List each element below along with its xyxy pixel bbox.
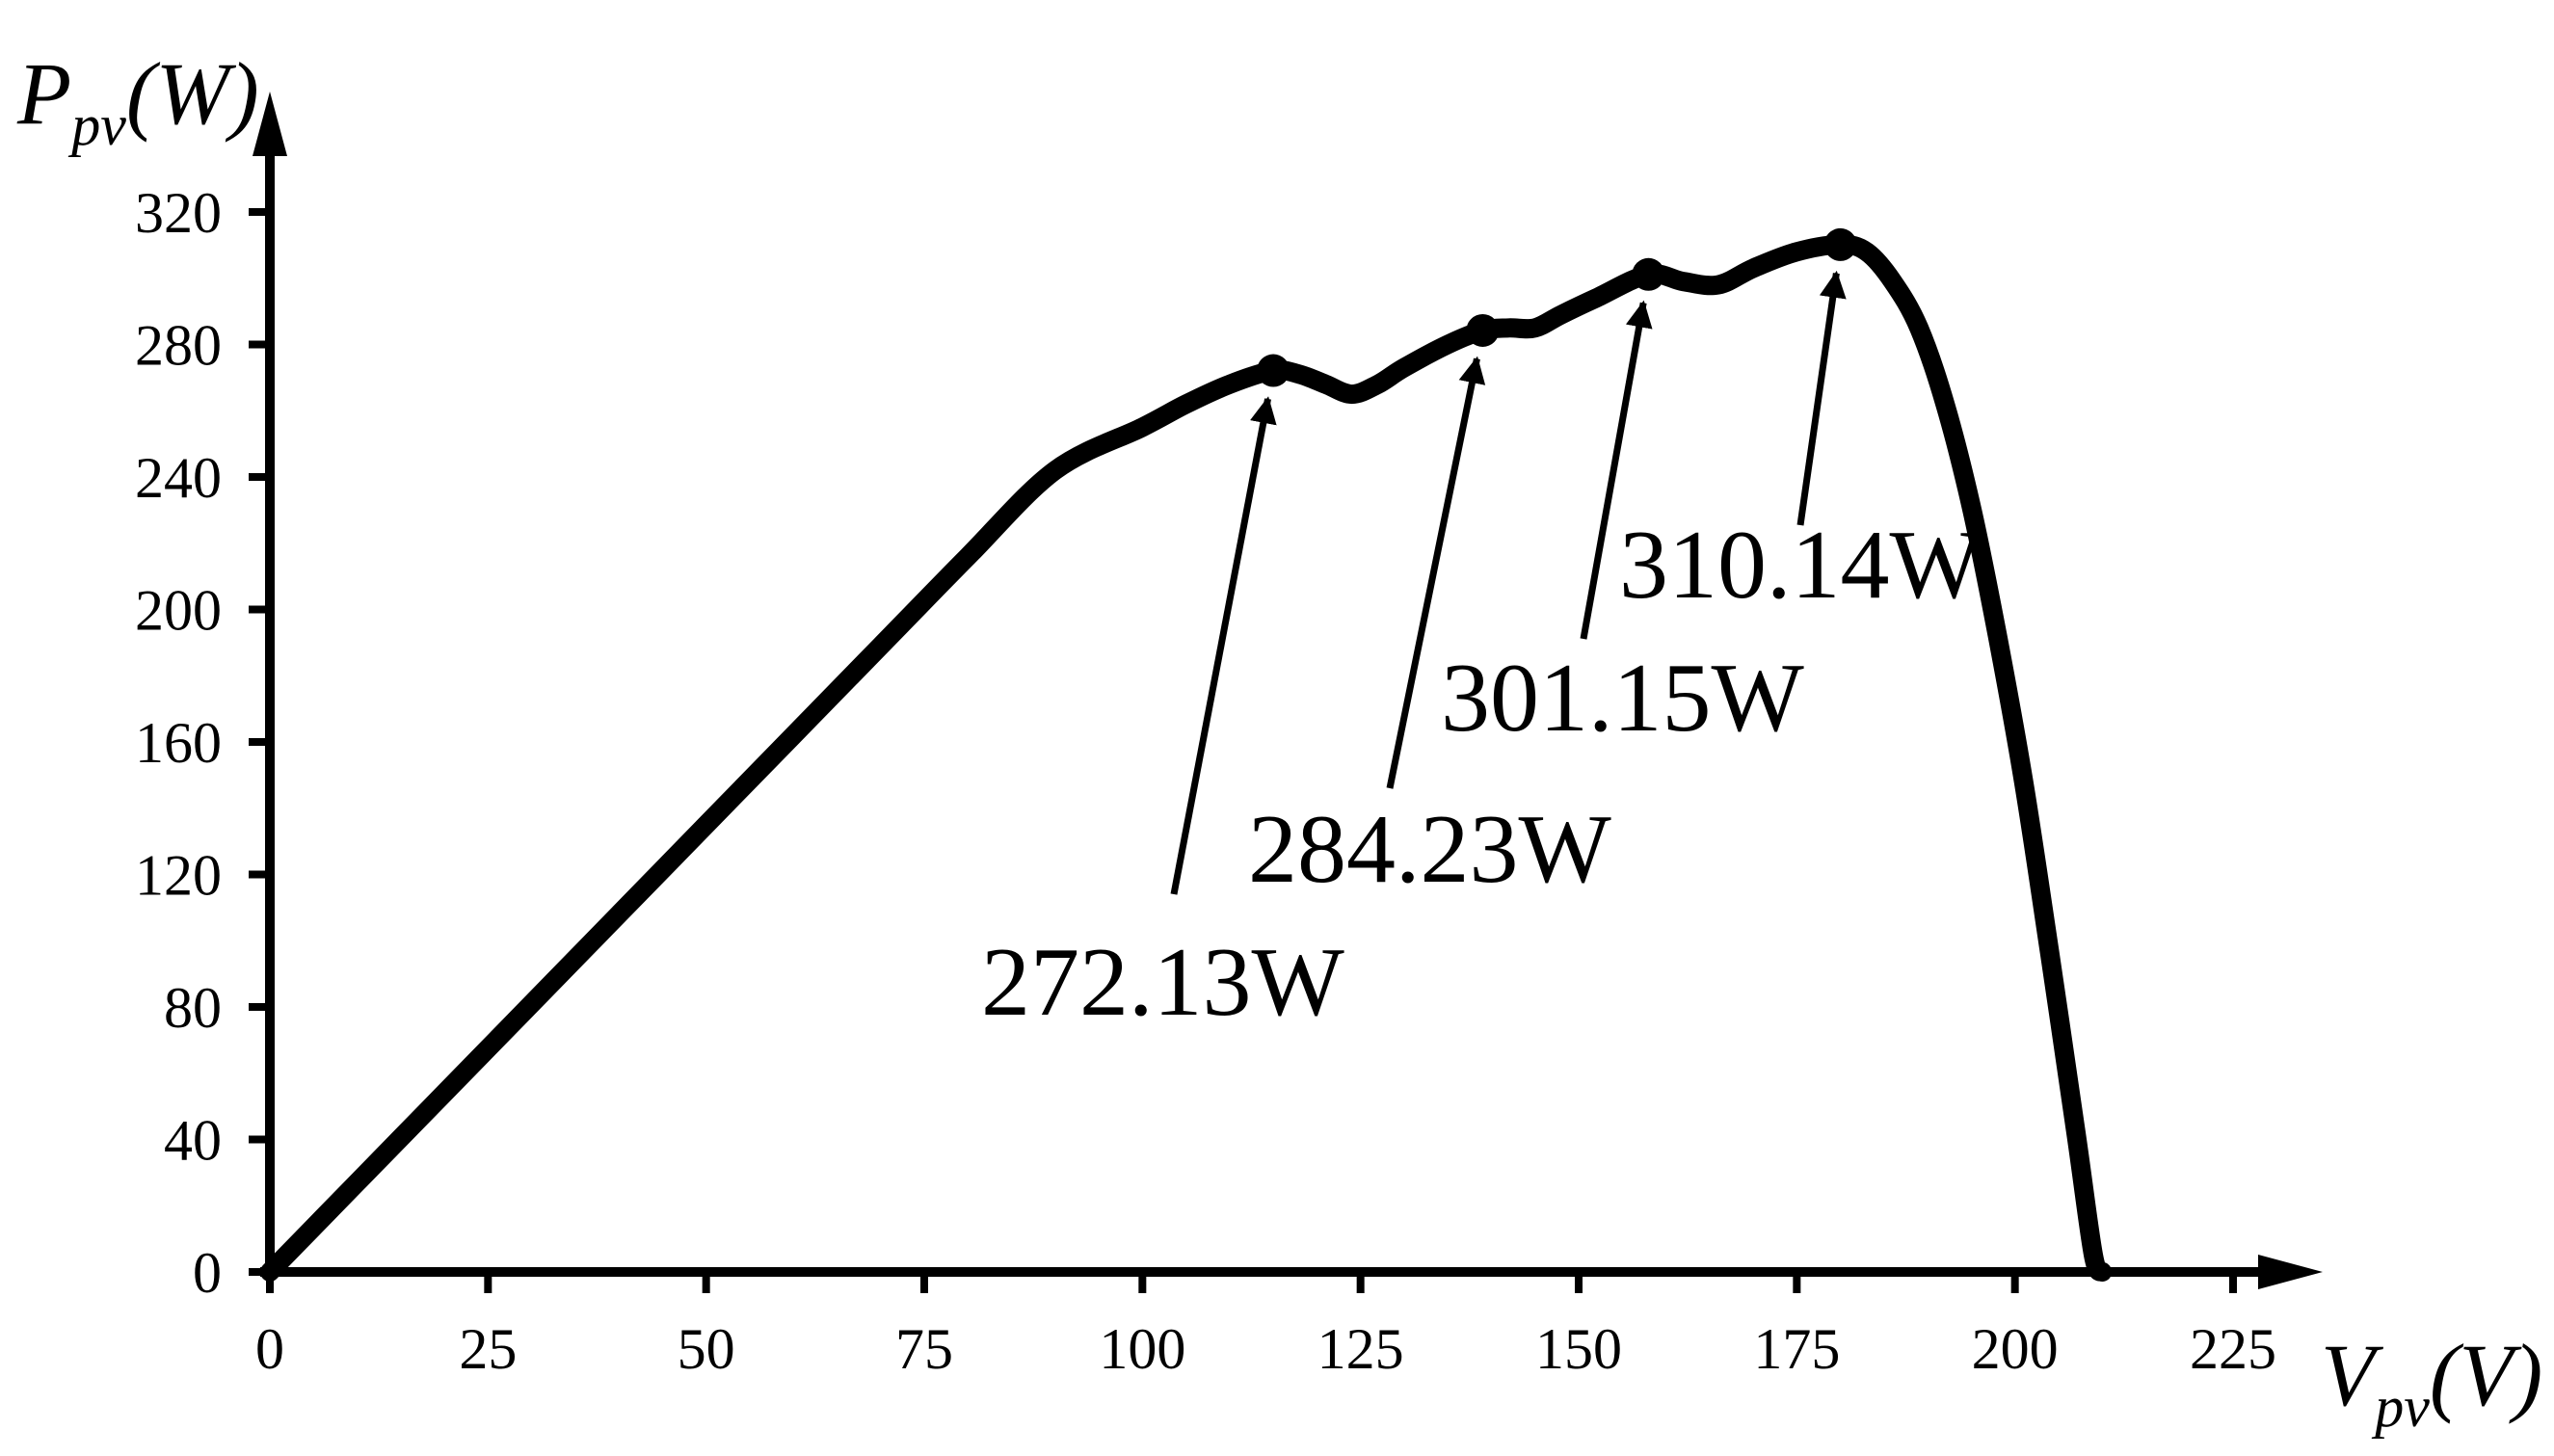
x-tick-label: 50 [678, 1317, 735, 1381]
peak-annotations: 272.13W 284.23W 301.15W 310.14W [981, 227, 1983, 1037]
y-tick-label: 160 [135, 711, 222, 775]
y-tick-label: 120 [135, 844, 222, 908]
y-axis-arrowhead [253, 92, 287, 156]
y-tick-label: 40 [164, 1109, 222, 1173]
peak-label: 284.23W [1248, 795, 1612, 904]
peak-marker [1823, 227, 1857, 261]
peak-label: 310.14W [1619, 511, 1983, 620]
x-tick-label: 100 [1099, 1317, 1185, 1381]
x-axis-ticks: 0 25 50 75 100 125 150 175 200 225 [255, 1272, 2276, 1381]
peak-arrow [1170, 396, 1277, 895]
x-axis-title: Vpv(V) [2321, 1326, 2542, 1439]
x-axis-title-main: V [2321, 1326, 2384, 1424]
y-tick-label: 320 [135, 181, 222, 245]
peak-label: 272.13W [981, 928, 1345, 1037]
x-tick-label: 75 [895, 1317, 953, 1381]
y-tick-label: 80 [164, 976, 222, 1040]
power-voltage-curve [260, 234, 2113, 1282]
x-tick-label: 25 [459, 1317, 517, 1381]
y-tick-label: 200 [135, 579, 222, 643]
x-tick-label: 150 [1535, 1317, 1622, 1381]
y-axis-title-sub: pv [67, 93, 126, 157]
y-tick-label: 280 [135, 314, 222, 378]
peak-arrow [1796, 270, 1847, 526]
x-axis-title-sub: pv [2371, 1375, 2430, 1439]
x-tick-label: 0 [255, 1317, 284, 1381]
y-axis-title-main: P [16, 44, 71, 143]
x-axis-title-unit: (V) [2430, 1326, 2542, 1424]
y-axis-title-unit: (W) [126, 44, 259, 143]
peak-marker [1466, 313, 1500, 347]
x-tick-label: 225 [2190, 1317, 2276, 1381]
peak-arrow [1386, 356, 1486, 789]
peak-marker [1632, 257, 1665, 291]
y-tick-label: 240 [135, 446, 222, 510]
x-axis-arrowhead [2258, 1255, 2323, 1289]
y-tick-label: 0 [193, 1241, 222, 1305]
y-axis-ticks: 0 40 80 120 160 200 240 280 320 [135, 181, 270, 1305]
x-tick-label: 200 [1972, 1317, 2059, 1381]
x-tick-label: 125 [1317, 1317, 1404, 1381]
peak-marker [1257, 354, 1290, 387]
x-tick-label: 175 [1753, 1317, 1840, 1381]
peak-label: 301.15W [1441, 644, 1805, 753]
peak-arrow [1580, 300, 1653, 640]
y-axis-title: Ppv(W) [16, 44, 259, 157]
